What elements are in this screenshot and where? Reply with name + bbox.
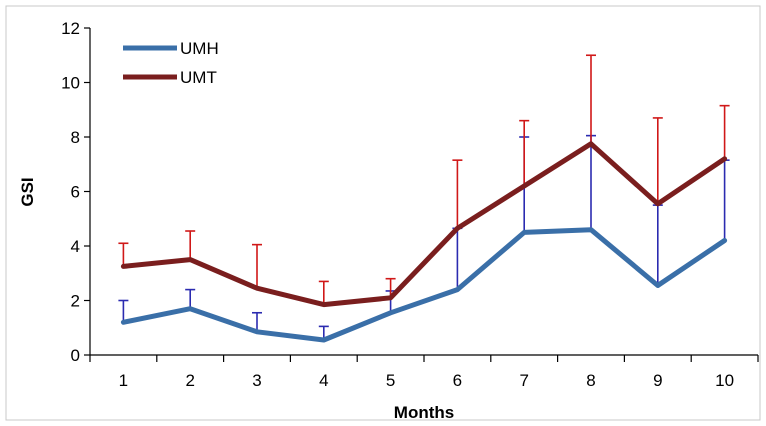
chart-frame	[5, 5, 761, 421]
y-tick-label: 12	[61, 19, 80, 38]
x-axis-title: Months	[394, 403, 454, 422]
x-tick-label: 2	[185, 371, 194, 390]
y-tick-label: 0	[71, 346, 80, 365]
series-line-umt	[120, 141, 728, 308]
y-axis-title: GSI	[18, 177, 37, 206]
y-tick-label: 10	[61, 74, 80, 93]
x-tick-label: 3	[252, 371, 261, 390]
x-tick-label: 10	[715, 371, 734, 390]
y-tick-label: 6	[71, 183, 80, 202]
legend-label-umt: UMT	[180, 68, 217, 87]
y-tick-label: 8	[71, 128, 80, 147]
x-tick-label: 9	[653, 371, 662, 390]
x-tick-label: 6	[453, 371, 462, 390]
y-tick-label: 4	[71, 237, 80, 256]
x-tick-label: 7	[519, 371, 528, 390]
legend: UMH UMT	[123, 39, 219, 87]
x-tick-label: 5	[386, 371, 395, 390]
series-lines	[120, 141, 728, 343]
series-line-umh	[120, 227, 728, 343]
y-tick-label: 2	[71, 292, 80, 311]
x-tick-label: 8	[586, 371, 595, 390]
x-tick-label: 1	[119, 371, 128, 390]
legend-label-umh: UMH	[180, 39, 219, 58]
x-tick-label: 4	[319, 371, 328, 390]
